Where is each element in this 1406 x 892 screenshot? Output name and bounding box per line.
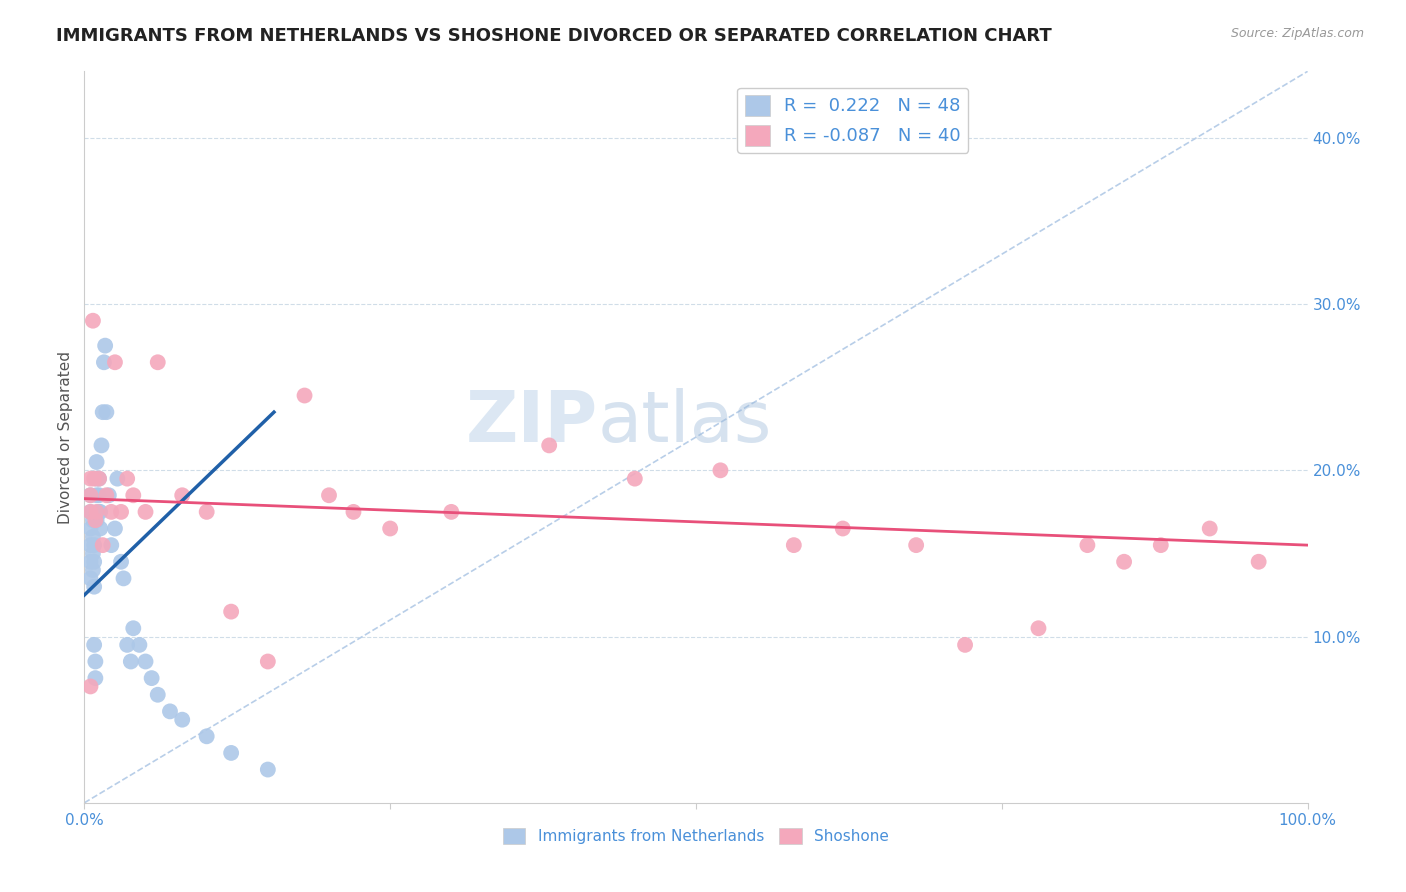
Point xyxy=(82,530,104,544)
Point xyxy=(83,472,105,486)
Point xyxy=(342,505,364,519)
Point xyxy=(79,555,101,569)
Point xyxy=(91,538,114,552)
Point xyxy=(831,521,853,535)
Point xyxy=(440,505,463,519)
Point xyxy=(82,314,104,328)
Point xyxy=(84,655,107,669)
Point xyxy=(100,538,122,552)
Point xyxy=(89,521,111,535)
Point xyxy=(87,488,110,502)
Point xyxy=(86,505,108,519)
Point xyxy=(105,472,128,486)
Point xyxy=(90,438,112,452)
Point xyxy=(783,538,806,552)
Text: ZIP: ZIP xyxy=(465,388,598,457)
Point xyxy=(93,355,115,369)
Point xyxy=(135,655,157,669)
Point xyxy=(1028,621,1050,635)
Point xyxy=(120,655,142,669)
Point xyxy=(294,388,316,402)
Point xyxy=(112,571,135,585)
Point xyxy=(146,688,169,702)
Point xyxy=(624,472,647,486)
Point xyxy=(96,488,118,502)
Point xyxy=(159,705,181,719)
Point xyxy=(1114,555,1136,569)
Point xyxy=(380,521,402,535)
Point xyxy=(1198,521,1220,535)
Text: Source: ZipAtlas.com: Source: ZipAtlas.com xyxy=(1230,27,1364,40)
Point xyxy=(1247,555,1270,569)
Point xyxy=(86,472,108,486)
Point xyxy=(172,488,194,502)
Point xyxy=(82,513,104,527)
Point xyxy=(104,355,127,369)
Point xyxy=(953,638,976,652)
Point xyxy=(79,505,101,519)
Point xyxy=(87,472,110,486)
Point xyxy=(97,488,120,502)
Point xyxy=(94,338,117,352)
Point xyxy=(122,488,145,502)
Point xyxy=(110,505,132,519)
Point xyxy=(110,555,132,569)
Point xyxy=(86,455,108,469)
Point xyxy=(257,655,280,669)
Point xyxy=(219,746,242,760)
Point xyxy=(115,638,138,652)
Point xyxy=(115,472,138,486)
Point xyxy=(84,671,107,685)
Point xyxy=(79,571,101,585)
Point xyxy=(1076,538,1098,552)
Point xyxy=(83,538,105,552)
Point xyxy=(83,638,105,652)
Point xyxy=(83,555,105,569)
Legend: Immigrants from Netherlands, Shoshone: Immigrants from Netherlands, Shoshone xyxy=(496,822,896,850)
Point xyxy=(122,621,145,635)
Point xyxy=(87,505,110,519)
Point xyxy=(86,513,108,527)
Point xyxy=(89,505,111,519)
Point xyxy=(709,463,731,477)
Point xyxy=(318,488,340,502)
Point xyxy=(135,505,157,519)
Point xyxy=(86,488,108,502)
Point xyxy=(79,538,101,552)
Point xyxy=(146,355,169,369)
Point xyxy=(83,580,105,594)
Point xyxy=(87,472,110,486)
Text: IMMIGRANTS FROM NETHERLANDS VS SHOSHONE DIVORCED OR SEPARATED CORRELATION CHART: IMMIGRANTS FROM NETHERLANDS VS SHOSHONE … xyxy=(56,27,1052,45)
Point xyxy=(257,763,280,777)
Point xyxy=(79,680,101,694)
Point xyxy=(91,405,114,419)
Point xyxy=(96,405,118,419)
Point xyxy=(195,505,218,519)
Point xyxy=(195,729,218,743)
Point xyxy=(100,505,122,519)
Point xyxy=(82,546,104,560)
Point xyxy=(82,563,104,577)
Point xyxy=(172,713,194,727)
Point xyxy=(79,472,101,486)
Text: atlas: atlas xyxy=(598,388,772,457)
Point xyxy=(79,488,101,502)
Point xyxy=(128,638,150,652)
Point xyxy=(79,505,101,519)
Point xyxy=(79,521,101,535)
Point xyxy=(538,438,561,452)
Y-axis label: Divorced or Separated: Divorced or Separated xyxy=(58,351,73,524)
Point xyxy=(1150,538,1173,552)
Point xyxy=(104,521,127,535)
Point xyxy=(84,513,107,527)
Point xyxy=(905,538,928,552)
Point xyxy=(219,605,242,619)
Point xyxy=(141,671,163,685)
Point xyxy=(79,488,101,502)
